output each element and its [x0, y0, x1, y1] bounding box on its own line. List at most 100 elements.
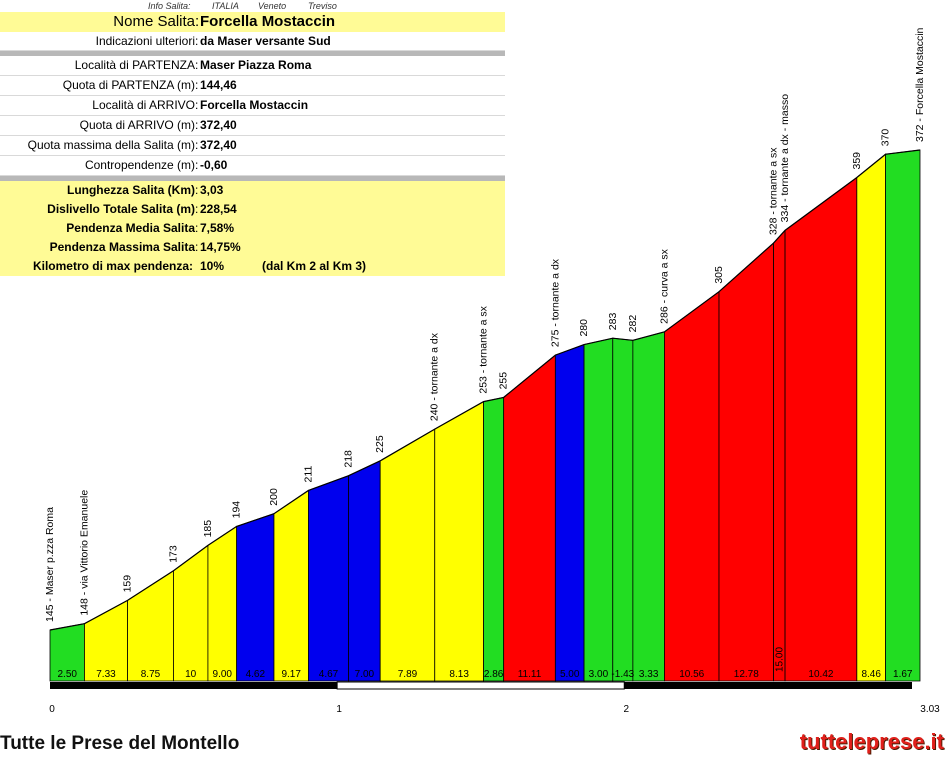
kmmax-value: 10%: [200, 259, 225, 273]
row-max-alt: Quota massima della Salita (m) : 372,40: [0, 136, 505, 156]
altitude-label: 275 - tornante a dx: [549, 258, 561, 347]
altitude-label: 159: [122, 575, 134, 593]
gain-value: 228,54: [200, 202, 237, 216]
info-header-country: ITALIA: [212, 1, 239, 11]
climb-name: Forcella Mostaccin: [200, 13, 336, 30]
avg-value: 7,58%: [200, 221, 235, 235]
profile-segment: [434, 400, 484, 682]
maxgrad-value: 14,75%: [200, 240, 241, 254]
x-tick-label: 0: [49, 704, 55, 715]
altitude-label: 305: [713, 266, 725, 284]
gradient-label: 9.00: [213, 669, 233, 680]
altitude-label: 225: [374, 435, 386, 453]
counter-label: Contropendenze (m): [84, 158, 195, 172]
notes-value: da Maser versante Sud: [200, 34, 331, 48]
altitude-label: 282: [627, 315, 639, 333]
profile-segment: [503, 354, 556, 682]
gradient-label: 12.78: [734, 669, 759, 680]
km-scale-bar-black: [624, 682, 912, 689]
gradient-label: 2.86: [484, 669, 504, 680]
altitude-label: 370: [880, 129, 892, 147]
counter-value: -0,60: [200, 158, 228, 172]
name-label: Nome Salita: [113, 13, 195, 30]
altitude-label: 280: [578, 319, 590, 337]
gradient-label: 8.75: [141, 669, 161, 680]
gradient-label: 4.62: [246, 669, 266, 680]
start-loc-value: Maser Piazza Roma: [200, 58, 312, 72]
profile-segment: [348, 460, 381, 682]
site-logo-right: tutteleprese.it: [799, 729, 944, 754]
profile-segment: [554, 343, 585, 682]
profile-segment: [308, 475, 350, 682]
profile-segment: [885, 149, 921, 682]
end-loc-value: Forcella Mostaccin: [200, 98, 309, 112]
profile-segment: [664, 290, 720, 682]
avg-label: Pendenza Media Salita: [66, 221, 195, 235]
gradient-label: 10.56: [679, 669, 704, 680]
site-logo-left: Tutte le Prese del Montello: [0, 733, 239, 755]
altitude-label: 240 - tornante a dx: [429, 332, 441, 421]
gradient-label: 3.33: [639, 669, 659, 680]
altitude-label: 334 - tornante a dx - masso: [779, 94, 791, 223]
gradient-label: 4.67: [319, 669, 339, 680]
separator: [0, 176, 505, 181]
profile-segment: [773, 229, 786, 682]
info-header-label: Info Salita:: [148, 1, 191, 11]
profile-segment: [173, 544, 209, 682]
row-end-alt: Quota di ARRIVO (m) : 372,40: [0, 116, 505, 136]
profile-segment: [784, 176, 858, 682]
end-loc-label: Località di ARRIVO: [92, 98, 195, 112]
gradient-label: 7.33: [96, 669, 116, 680]
gradient-label: 15.00: [774, 647, 785, 672]
length-label: Lunghezza Salita (Km): [66, 183, 195, 197]
row-start-alt: Quota di PARTENZA (m) : 144,46: [0, 76, 505, 96]
gradient-label: 7.89: [398, 669, 418, 680]
gradient-label: 7.00: [355, 669, 375, 680]
x-tick-label: 2: [623, 704, 629, 715]
length-value: 3,03: [200, 183, 224, 197]
gradient-label: 10: [185, 669, 197, 680]
gradient-label: 5.00: [560, 669, 580, 680]
profile-segment: [583, 337, 614, 682]
maxgrad-label: Pendenza Massima Salita: [49, 240, 195, 254]
profile-segment: [856, 153, 886, 682]
gradient-label: 10.42: [808, 669, 833, 680]
gradient-label: 2.50: [57, 669, 77, 680]
altitude-label: 286 - curva a sx: [658, 248, 670, 323]
altitude-label: 148 - via Vittorio Emanuele: [78, 490, 90, 616]
altitude-label: 200: [268, 488, 280, 506]
row-notes: Indicazioni ulteriori : da Maser versant…: [0, 32, 505, 51]
start-loc-label: Località di PARTENZA: [74, 58, 195, 72]
row-end-loc: Località di ARRIVO : Forcella Mostaccin: [0, 96, 505, 116]
x-tick-label: 3.03: [920, 704, 940, 715]
end-alt-label: Quota di ARRIVO (m): [79, 118, 195, 132]
row-start-loc: Località di PARTENZA : Maser Piazza Roma: [0, 56, 505, 76]
km-scale-bar-white: [336, 681, 625, 690]
gradient-label: 9.17: [281, 669, 301, 680]
row-length: Lunghezza Salita (Km) : 3,03: [0, 181, 505, 200]
gradient-label: 3.00: [589, 669, 609, 680]
end-alt-value: 372,40: [200, 118, 237, 132]
info-header: Info Salita: ITALIA Veneto Treviso: [0, 0, 505, 14]
profile-segment: [236, 513, 275, 682]
start-alt-label: Quota di PARTENZA (m): [62, 78, 195, 92]
altitude-label: 211: [302, 466, 314, 483]
altitude-label: 328 - tornante a sx: [768, 147, 780, 235]
row-kmmax: Kilometro di max pendenza: 10% (dal Km 2…: [0, 257, 505, 276]
row-counter: Contropendenze (m) : -0,60: [0, 156, 505, 176]
start-alt-value: 144,46: [200, 78, 237, 92]
altitude-label: 145 - Maser p.zza Roma: [44, 507, 56, 622]
notes-label: Indicazioni ulteriori: [95, 34, 195, 48]
info-header-region: Veneto: [258, 1, 287, 11]
profile-segment: [612, 337, 634, 682]
gradient-label: 8.13: [449, 669, 469, 680]
row-gain: Dislivello Totale Salita (m) : 228,54: [0, 200, 505, 219]
profile-segment: [127, 570, 174, 682]
altitude-label: 255: [498, 372, 510, 390]
altitude-label: 194: [231, 501, 243, 519]
altitude-label: 253 - tornante a sx: [478, 305, 490, 393]
info-header-province: Treviso: [308, 1, 337, 11]
max-alt-label: Quota massima della Salita (m): [27, 138, 195, 152]
x-tick-label: 1: [336, 704, 342, 715]
